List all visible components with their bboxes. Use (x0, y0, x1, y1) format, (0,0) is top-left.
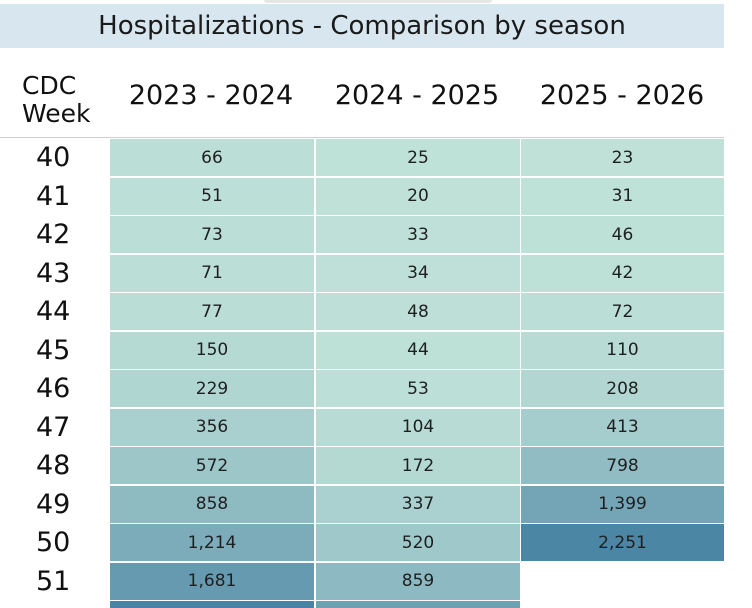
table-cell: 73 (110, 216, 314, 253)
table-cell: 1,214 (110, 524, 314, 561)
title-tab-decoration (264, 0, 492, 3)
table-cell: 42 (521, 254, 724, 292)
week-label: 50 (36, 527, 71, 558)
week-header-line-2: Week (22, 99, 91, 125)
week-label: 51 (36, 565, 71, 597)
table-cell: 520 (316, 524, 520, 561)
table-cell: 66 (110, 139, 314, 176)
table-cell: 859 (316, 562, 520, 600)
table-cell: 46 (521, 216, 724, 253)
table-cell: 20 (316, 177, 520, 215)
table-cell: 1,399 (521, 485, 724, 523)
week-label: 45 (36, 334, 71, 366)
table-cell: 858 (110, 485, 314, 523)
table-cell: 413 (521, 408, 724, 446)
week-label: 47 (36, 411, 71, 443)
table-cell: 229 (110, 370, 314, 407)
table-cell: 798 (521, 447, 724, 484)
table-cell: 51 (110, 177, 314, 215)
season-header-2025-2026: 2025 - 2026 (539, 80, 705, 111)
table-cell: 71 (110, 254, 314, 292)
season-header-2024-2025: 2024 - 2025 (334, 80, 500, 111)
week-label: 48 (36, 450, 71, 481)
table-cell: 110 (521, 331, 724, 369)
week-header-line-1: CDC (22, 72, 77, 100)
table-cell: 104 (316, 408, 520, 446)
table-cell: 2,251 (521, 524, 724, 561)
week-label: 42 (36, 219, 71, 250)
table-cell: 72 (521, 293, 724, 330)
week-label: 43 (36, 257, 71, 289)
table-cell: 31 (521, 177, 724, 215)
week-column-header: CDC Week (0, 72, 106, 124)
table-cell: 34 (316, 254, 520, 292)
chart-title: Hospitalizations - Comparison by season (0, 4, 724, 48)
table-cell: 33 (316, 216, 520, 253)
season-header-2023-2024: 2023 - 2024 (128, 80, 294, 111)
table-cell: 337 (316, 485, 520, 523)
header-divider (0, 137, 724, 138)
table-cell: 150 (110, 331, 314, 369)
week-label: 44 (36, 296, 71, 327)
week-label: 49 (36, 488, 71, 520)
table-cell: 44 (316, 331, 520, 369)
table-cell: 53 (316, 370, 520, 407)
week-label: 46 (36, 373, 71, 404)
week-label: 40 (36, 142, 71, 173)
table-cell: 172 (316, 447, 520, 484)
table-cell (110, 601, 314, 608)
table-cell: 208 (521, 370, 724, 407)
table-cell: 356 (110, 408, 314, 446)
table-cell: 48 (316, 293, 520, 330)
table-cell: 572 (110, 447, 314, 484)
table-cell: 1,681 (110, 562, 314, 600)
week-label: 41 (36, 180, 71, 212)
table-cell: 25 (316, 139, 520, 176)
table-cell (316, 601, 520, 608)
table-cell: 77 (110, 293, 314, 330)
table-cell: 23 (521, 139, 724, 176)
